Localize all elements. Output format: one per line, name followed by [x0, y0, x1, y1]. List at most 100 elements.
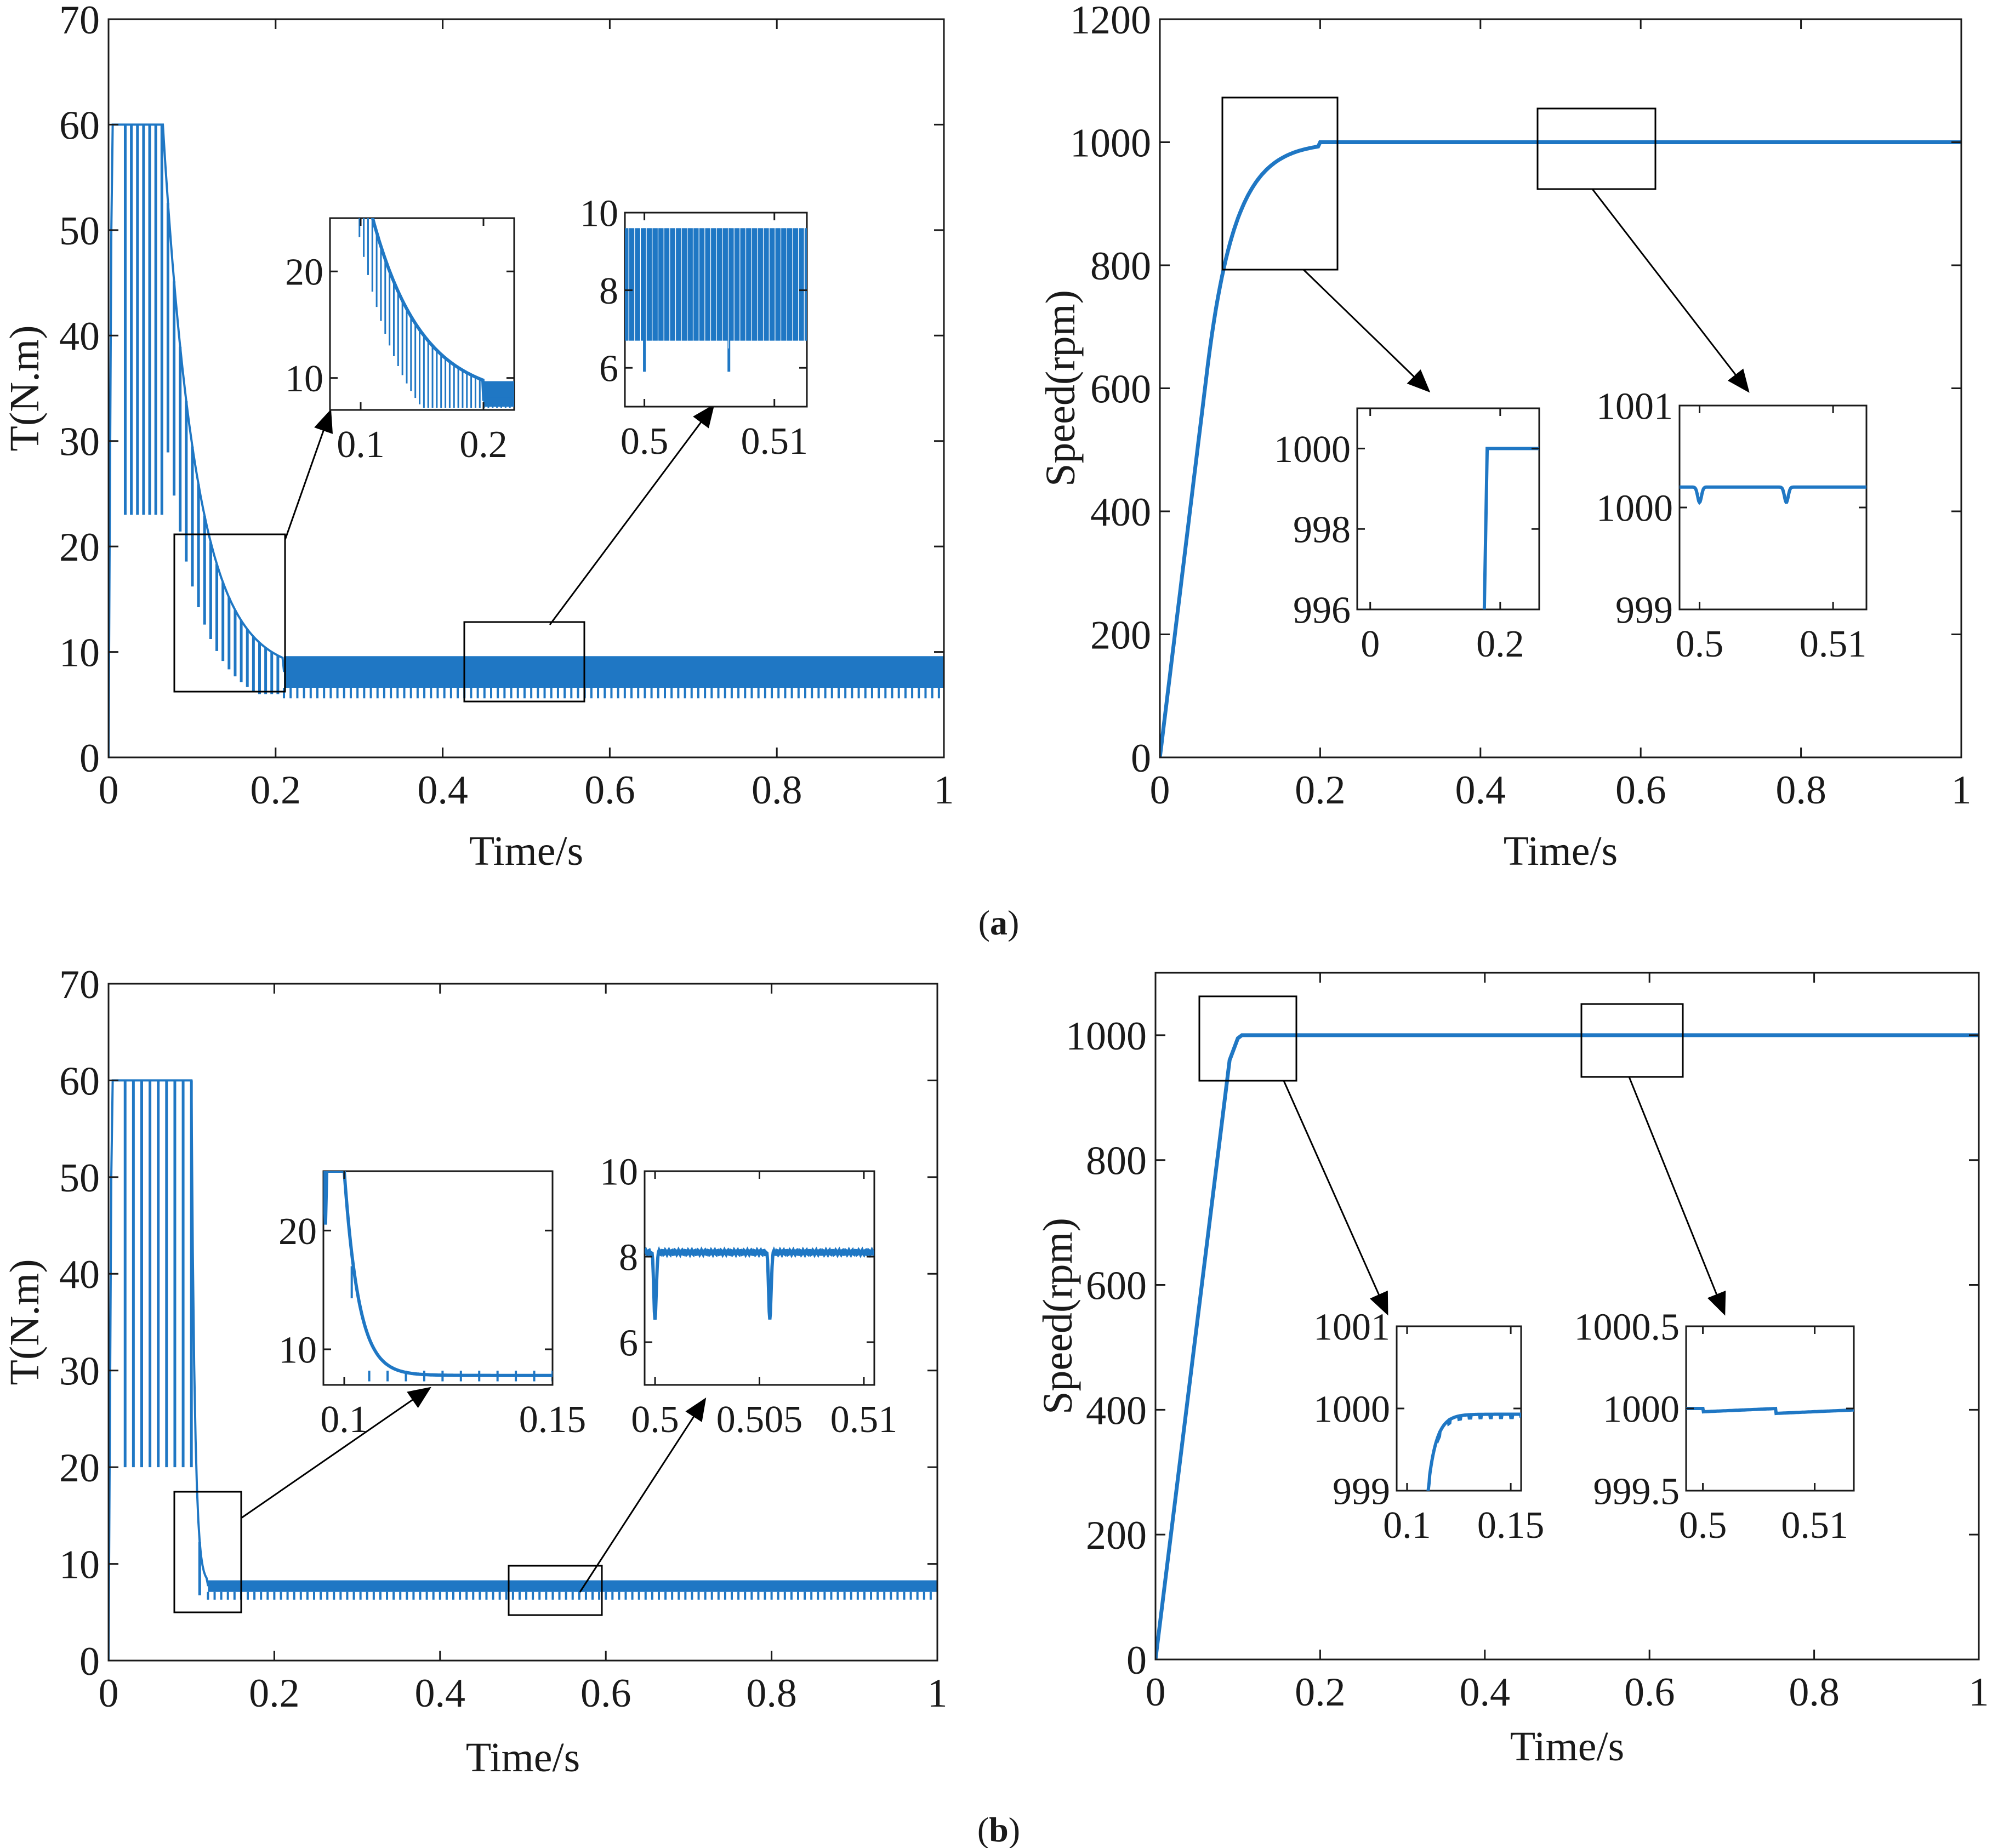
inset-b-torque-inset-1: 0.1 0.15 10 20 — [278, 1170, 587, 1441]
y-tick-label: 1000 — [1066, 1014, 1147, 1059]
inset-series — [358, 218, 514, 408]
inset-x-tick-label: 0.51 — [1800, 623, 1867, 665]
x-tick-label: 0.2 — [249, 1671, 300, 1716]
inset-y-tick-label: 999 — [1615, 590, 1673, 632]
inset-series — [1426, 1412, 1521, 1491]
plot-a-speed: 0 0.2 0.4 0.6 0.8 1 0 200 400 600 800 1000 1200 Time/… — [1038, 0, 1972, 874]
x-tick-label: 0.4 — [1460, 1670, 1511, 1715]
inset-line — [323, 1171, 553, 1377]
zoom-box — [173, 533, 286, 693]
y-axis-label: T(N.m) — [2, 325, 48, 451]
inset-y-tick-label: 10 — [580, 193, 618, 235]
inset-y-tick-label: 20 — [278, 1211, 317, 1253]
x-tick-label: 0.6 — [1624, 1670, 1675, 1715]
inset-x-tick-label: 0 — [1361, 623, 1380, 665]
x-tick-label: 0.8 — [752, 768, 802, 813]
inset-y-tick-label: 6 — [619, 1322, 638, 1365]
x-tick-label: 0.4 — [1455, 768, 1506, 813]
plot-b-torque: 0 0.2 0.4 0.6 0.8 1010203040506070Time/sT(N.m… — [2, 962, 948, 1781]
ripple-band — [208, 1580, 937, 1592]
inset-line — [1426, 1412, 1521, 1491]
inset-x-tick-label: 0.51 — [830, 1399, 898, 1441]
inset-a-torque-inset-1: 0.1 0.2 10 20 — [285, 217, 515, 466]
inset-a-speed-inset-2: 0.5 0.51 999 1000 1001 — [1596, 386, 1868, 665]
y-tick-label: 50 — [59, 1156, 100, 1201]
inset-x-tick-label: 0.1 — [320, 1399, 368, 1441]
inset-series — [1680, 485, 1866, 505]
zoom-arrow — [579, 1397, 707, 1593]
y-axis-label: Speed(rpm) — [1038, 290, 1084, 487]
x-tick-label: 0.6 — [584, 768, 635, 813]
y-tick-label: 20 — [59, 525, 100, 570]
series-line — [1155, 1033, 1979, 1659]
inset-y-tick-label: 999 — [1333, 1471, 1390, 1513]
zoom-box — [1221, 96, 1339, 271]
inset-b-speed-inset-2: 0.5 0.51 999.5 1000 1000.5 — [1574, 1307, 1855, 1547]
series-b-torque — [109, 1079, 937, 1661]
x-tick-label: 0.2 — [251, 768, 301, 813]
y-axis-label: T(N.m) — [2, 1259, 48, 1385]
inset-line — [371, 218, 514, 401]
inset-series — [1686, 1406, 1854, 1416]
x-tick-label: 1 — [1951, 768, 1972, 813]
y-tick-label: 60 — [59, 1059, 100, 1104]
panel-label-b: (b) — [977, 1810, 1020, 1848]
inset-series — [645, 1246, 874, 1320]
x-tick-label: 0 — [99, 768, 119, 813]
panel-label-a: (a) — [978, 903, 1020, 942]
series-line — [1160, 140, 1961, 757]
inset-line — [1680, 485, 1866, 505]
inset-x-tick-label: 0.15 — [519, 1399, 587, 1441]
y-tick-label: 1200 — [1070, 0, 1151, 43]
ripple-band — [284, 656, 944, 688]
inset-y-tick-label: 1000 — [1274, 429, 1351, 471]
y-tick-label: 600 — [1086, 1263, 1147, 1308]
x-tick-label: 0 — [99, 1671, 119, 1716]
inset-frame — [329, 217, 515, 411]
inset-series — [323, 1171, 553, 1382]
inset-frame — [1356, 407, 1540, 611]
inset-y-tick-label: 6 — [599, 348, 618, 390]
inset-b-torque-inset-2: 0.5 0.505 0.51 6 8 10 — [600, 1151, 897, 1441]
x-tick-label: 0.8 — [1775, 768, 1826, 813]
y-tick-label: 30 — [59, 1349, 100, 1394]
axes-frame — [1154, 972, 1980, 1661]
inset-y-tick-label: 8 — [599, 270, 618, 312]
zoom-arrow — [1591, 189, 1750, 393]
x-axis-label: Time/s — [466, 1735, 580, 1781]
zoom-arrow — [1628, 1076, 1726, 1316]
inset-y-tick-label: 10 — [600, 1151, 638, 1194]
y-axis-label: Speed(rpm) — [1035, 1218, 1081, 1414]
zoom-arrow — [1302, 269, 1431, 393]
x-tick-label: 0.2 — [1295, 768, 1346, 813]
inset-y-tick-label: 1000 — [1603, 1389, 1680, 1431]
inset-x-tick-label: 0.2 — [1476, 623, 1524, 665]
inset-x-tick-label: 0.5 — [1679, 1504, 1727, 1547]
axes-frame — [107, 983, 938, 1662]
x-tick-label: 0 — [1150, 768, 1170, 813]
inset-frame — [1678, 404, 1868, 611]
x-tick-label: 0.4 — [415, 1671, 466, 1716]
inset-y-tick-label: 999.5 — [1593, 1471, 1680, 1513]
inset-a-torque-inset-2: 0.5 0.51 6 8 10 — [580, 193, 808, 463]
inset-x-tick-label: 0.5 — [1676, 623, 1724, 665]
inset-y-tick-label: 1000.5 — [1574, 1307, 1680, 1349]
inset-x-tick-label: 0.505 — [716, 1399, 803, 1441]
inset-x-tick-label: 0.5 — [631, 1399, 679, 1441]
inset-y-tick-label: 996 — [1293, 590, 1351, 632]
inset-y-tick-label: 20 — [285, 252, 323, 294]
y-tick-label: 800 — [1086, 1139, 1147, 1184]
inset-x-tick-label: 0.15 — [1477, 1504, 1545, 1547]
y-tick-label: 60 — [59, 103, 100, 148]
x-tick-label: 0 — [1146, 1670, 1166, 1715]
inset-a-speed-inset-1: 0 0.2 996 998 1000 — [1274, 407, 1540, 665]
inset-series — [1482, 447, 1539, 609]
y-tick-label: 400 — [1086, 1388, 1147, 1433]
x-tick-label: 1 — [934, 768, 954, 813]
inset-y-tick-label: 10 — [278, 1330, 317, 1372]
zoom-arrow — [549, 404, 715, 625]
inset-y-tick-label: 1000 — [1313, 1389, 1390, 1431]
inset-frame — [644, 1170, 875, 1386]
inset-line — [645, 1246, 874, 1320]
